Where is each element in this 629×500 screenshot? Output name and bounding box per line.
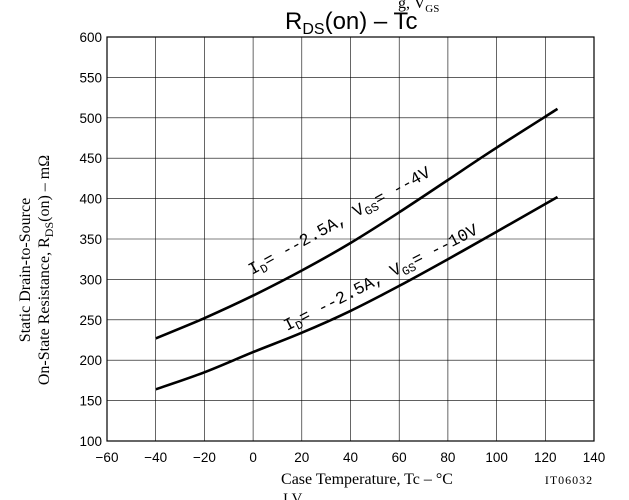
y-tick-label: 200 xyxy=(79,353,102,368)
figure-code: IT06032 xyxy=(545,473,593,487)
x-tick-labels: −60 −40 −20 0 20 40 60 80 100 120 140 xyxy=(96,450,606,465)
chart-title: RDS(on) – Tc xyxy=(285,8,418,38)
x-tick-label: 20 xyxy=(294,450,309,465)
x-tick-label: 120 xyxy=(534,450,557,465)
x-tick-label: 140 xyxy=(583,450,606,465)
y-tick-label: 550 xyxy=(79,70,102,85)
plot-frame xyxy=(106,36,595,442)
x-axis-label: Case Temperature, Tc – °C xyxy=(281,471,453,488)
curves xyxy=(155,107,559,391)
y-axis-label-line1: Static Drain-to-Source xyxy=(17,198,34,342)
x-tick-label: −40 xyxy=(144,450,167,465)
y-tick-labels: 100 150 200 250 300 350 400 450 500 550 600 xyxy=(79,30,102,449)
y-axis-label-line2: On-State Resistance, RDS(on) – mΩ xyxy=(36,155,56,385)
plot-area: −60 −40 −20 0 20 40 60 80 100 120 140 100 150 200 250… xyxy=(79,30,605,465)
y-tick-label: 150 xyxy=(79,394,102,409)
x-tick-label: 40 xyxy=(343,450,358,465)
y-tick-label: 350 xyxy=(79,232,102,247)
bottom-cut-text: I V xyxy=(283,491,302,500)
series-line-0 xyxy=(155,107,559,340)
y-tick-label: 100 xyxy=(79,434,102,449)
y-tick-label: 600 xyxy=(79,30,102,45)
x-tick-label: 80 xyxy=(440,450,455,465)
x-tick-label: 0 xyxy=(249,450,257,465)
y-tick-label: 450 xyxy=(79,151,102,166)
y-tick-label: 300 xyxy=(79,272,102,287)
x-tick-label: 60 xyxy=(392,450,407,465)
y-tick-label: 400 xyxy=(79,192,102,207)
x-tick-label: −20 xyxy=(193,450,216,465)
y-tick-label: 250 xyxy=(79,313,102,328)
top-cut-text: g, VGS xyxy=(398,0,439,15)
x-tick-label: 100 xyxy=(485,450,508,465)
y-tick-label: 500 xyxy=(79,111,102,126)
series-line-1 xyxy=(155,195,559,391)
x-tick-label: −60 xyxy=(96,450,119,465)
